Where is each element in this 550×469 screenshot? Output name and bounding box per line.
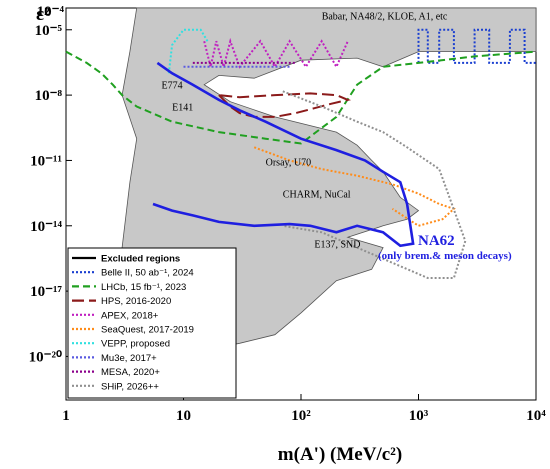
- legend-label-2: LHCb, 15 fb⁻¹, 2023: [101, 282, 186, 293]
- series-line-2: [65, 50, 537, 145]
- x-tick-label-4: 10⁴: [526, 408, 546, 424]
- series-line-6: [167, 28, 209, 74]
- legend-label-8: MESA, 2020+: [101, 367, 160, 378]
- legend-label-3: HPS, 2016-2020: [101, 296, 171, 307]
- legend-label-7: Mu3e, 2017+: [101, 353, 157, 364]
- x-tick-label-1: 10: [176, 408, 191, 424]
- annotation-1: E774: [162, 81, 183, 92]
- legend-label-6: VEPP, proposed: [101, 339, 170, 350]
- y-axis-label: ε²: [36, 4, 50, 25]
- legend: Excluded regions Belle II, 50 ab⁻¹, 2024 L…: [67, 247, 237, 399]
- annotation-0: Babar, NA48/2, KLOE, A1, etc: [322, 11, 448, 22]
- y-tick-label-4: 10⁻¹⁷: [30, 284, 62, 300]
- y-tick-label-5: 10⁻²⁰: [29, 349, 62, 365]
- y-tick-label-3: 10⁻¹⁴: [30, 219, 62, 235]
- ticks: 1 10 10² 10³ 10⁴ 10⁻⁵ 10⁻⁸ 10⁻¹¹ 10⁻¹⁴ 10⁻¹⁷ 10⁻²⁰: [29, 23, 547, 424]
- legend-label-9: SHiP, 2026++: [101, 381, 159, 392]
- series-line-9: [282, 90, 467, 279]
- annotation-2: E141: [172, 102, 193, 113]
- y-tick-label-0: 10⁻⁵: [35, 23, 63, 39]
- annotation-5: E137, SND: [314, 240, 360, 251]
- series-line-4: [203, 37, 349, 71]
- x-tick-label-0: 1: [62, 408, 70, 424]
- x-tick-label-3: 10³: [409, 408, 429, 424]
- na62-label: NA62: [418, 233, 455, 249]
- series-line-1: [417, 28, 536, 64]
- x-tick-label-2: 10²: [291, 408, 311, 424]
- na62-sublabel: (only brem.& meson decays): [378, 250, 512, 262]
- y-tick-label-1: 10⁻⁸: [35, 88, 63, 104]
- series-line-3: [218, 92, 352, 118]
- legend-label-0: Excluded regions: [101, 254, 180, 265]
- series-line-10: [152, 61, 415, 248]
- x-axis-label: m(A') (MeV/c²): [278, 444, 402, 465]
- annotation-3: Orsay, U70: [266, 157, 311, 168]
- legend-label-1: Belle II, 50 ab⁻¹, 2024: [101, 268, 194, 279]
- legend-label-5: SeaQuest, 2017-2019: [101, 325, 194, 336]
- y-top-tick-label: 10⁻⁴: [37, 4, 65, 20]
- legend-box: [67, 247, 237, 399]
- annotation-4: CHARM, NuCal: [283, 189, 351, 200]
- legend-label-4: APEX, 2018+: [101, 310, 159, 321]
- series-layer: [65, 28, 537, 279]
- y-tick-label-2: 10⁻¹¹: [30, 153, 62, 169]
- series-line-5: [253, 146, 456, 227]
